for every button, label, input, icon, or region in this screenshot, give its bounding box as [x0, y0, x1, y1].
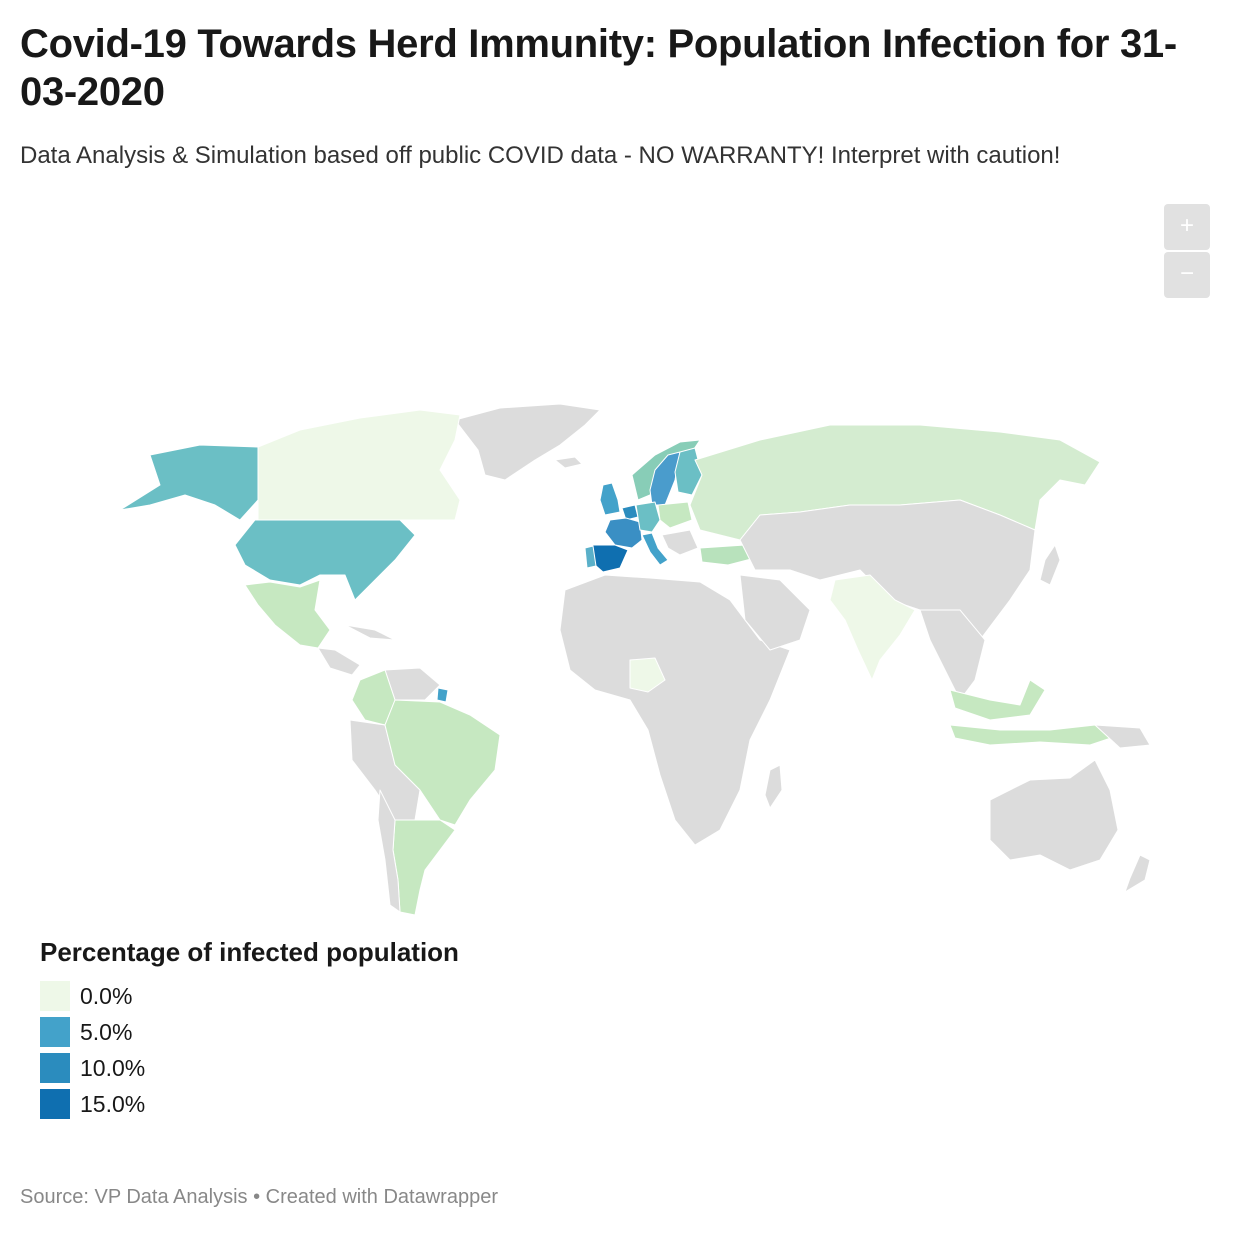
region-indochina[interactable]	[919, 609, 986, 701]
region-argentina[interactable]	[392, 819, 456, 916]
region-africa[interactable]	[559, 574, 791, 846]
legend-swatch	[40, 1089, 70, 1119]
region-arabia[interactable]	[739, 574, 811, 651]
region-new-guinea[interactable]	[1094, 724, 1151, 749]
legend-label: 5.0%	[80, 1019, 133, 1045]
region-balkans[interactable]	[661, 529, 699, 556]
region-australia[interactable]	[989, 759, 1119, 871]
zoom-in-button[interactable]: +	[1164, 204, 1210, 250]
map-legend: Percentage of infected population 0.0% 5…	[40, 936, 640, 1122]
region-chile[interactable]	[377, 789, 401, 913]
region-france[interactable]	[604, 517, 643, 549]
region-spain[interactable]	[591, 544, 629, 573]
region-italy[interactable]	[641, 532, 669, 566]
region-central-america[interactable]	[317, 647, 361, 676]
legend-label: 15.0%	[80, 1091, 146, 1117]
zoom-out-button[interactable]: −	[1164, 252, 1210, 298]
page-subtitle: Data Analysis & Simulation based off pub…	[20, 142, 1061, 169]
source-footer: Source: VP Data Analysis • Created with …	[20, 1186, 498, 1208]
map-base-layer	[119, 403, 1151, 916]
region-poland[interactable]	[657, 501, 693, 529]
region-india[interactable]	[829, 574, 916, 681]
region-sweden[interactable]	[649, 451, 681, 506]
region-japan[interactable]	[1039, 544, 1061, 586]
region-french-guiana[interactable]	[436, 687, 449, 703]
region-united-states[interactable]	[234, 519, 416, 601]
legend-label: 10.0%	[80, 1055, 146, 1081]
legend-swatch	[40, 981, 70, 1011]
region-madagascar[interactable]	[764, 764, 783, 809]
region-alaska[interactable]	[119, 444, 259, 521]
legend-item: 10.0%	[40, 1050, 640, 1086]
page-title: Covid-19 Towards Herd Immunity: Populati…	[20, 22, 1177, 114]
region-united-kingdom[interactable]	[599, 482, 621, 516]
region-mexico[interactable]	[244, 579, 331, 649]
region-iceland[interactable]	[554, 456, 583, 469]
region-malaysia-philippines[interactable]	[949, 679, 1046, 721]
legend-title: Percentage of infected population	[40, 937, 459, 967]
region-canada[interactable]	[257, 409, 461, 521]
world-map[interactable]	[0, 380, 1240, 940]
region-asia-interior[interactable]	[739, 499, 1036, 641]
legend-swatch	[40, 1017, 70, 1047]
region-turkey[interactable]	[699, 544, 756, 566]
region-caribbean[interactable]	[344, 624, 396, 641]
legend-label: 0.0%	[80, 983, 133, 1009]
legend-item: 15.0%	[40, 1086, 640, 1122]
region-portugal[interactable]	[584, 545, 597, 569]
legend-swatch	[40, 1053, 70, 1083]
region-new-zealand[interactable]	[1124, 854, 1151, 893]
legend-item: 0.0%	[40, 978, 640, 1014]
legend-item: 5.0%	[40, 1014, 640, 1050]
region-germany[interactable]	[635, 501, 661, 533]
region-brazil[interactable]	[384, 699, 501, 826]
region-nigeria[interactable]	[629, 657, 666, 693]
region-greenland[interactable]	[454, 403, 601, 481]
region-indonesia[interactable]	[949, 724, 1121, 746]
